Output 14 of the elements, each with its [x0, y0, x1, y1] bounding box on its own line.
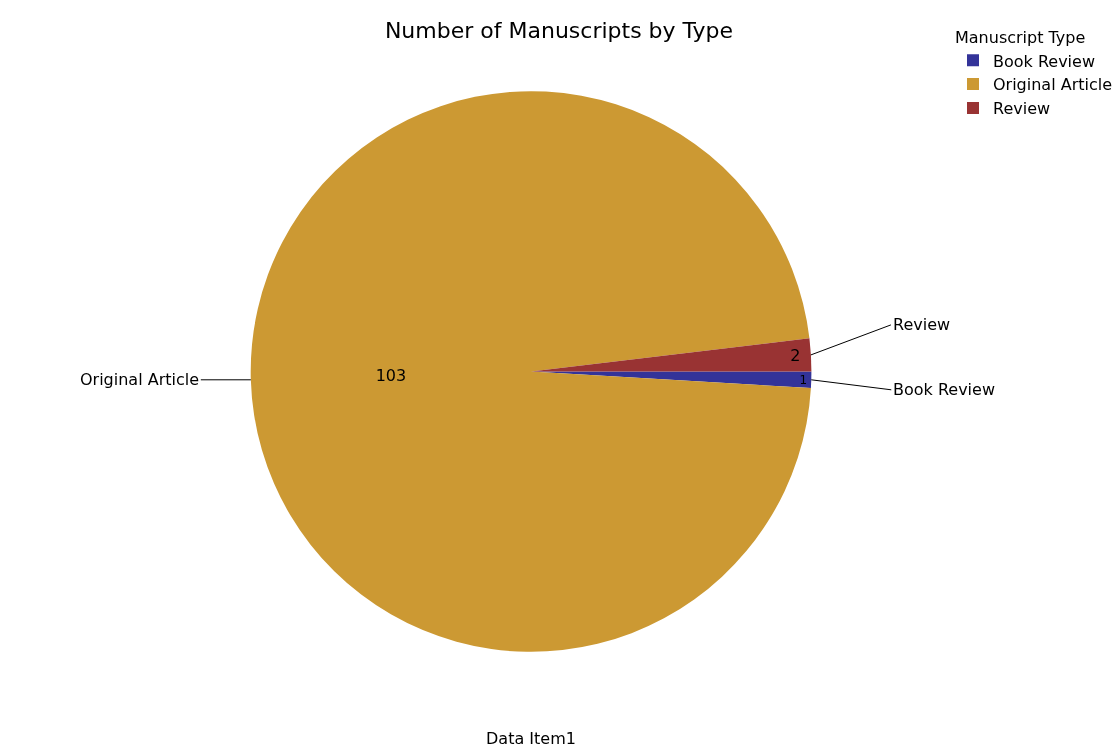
- data-label: 103: [375, 366, 407, 386]
- legend-label: Original Article: [993, 75, 1113, 95]
- legend-label: Book Review: [993, 51, 1095, 71]
- chart-title: Number of Manuscripts by Type: [384, 17, 734, 43]
- legend-label: Review: [993, 99, 1051, 119]
- slice-label: Review: [893, 315, 951, 334]
- legend-title: Manuscript Type: [955, 28, 1086, 48]
- pie-slice: [531, 338, 812, 372]
- data-label: 2: [790, 346, 801, 366]
- slice-label: Original Article: [80, 370, 200, 389]
- text: Data Item1: [486, 729, 576, 748]
- slice-label: Book Review: [893, 380, 995, 399]
- pie-slice: [250, 91, 811, 652]
- data-label: 1: [799, 372, 808, 387]
